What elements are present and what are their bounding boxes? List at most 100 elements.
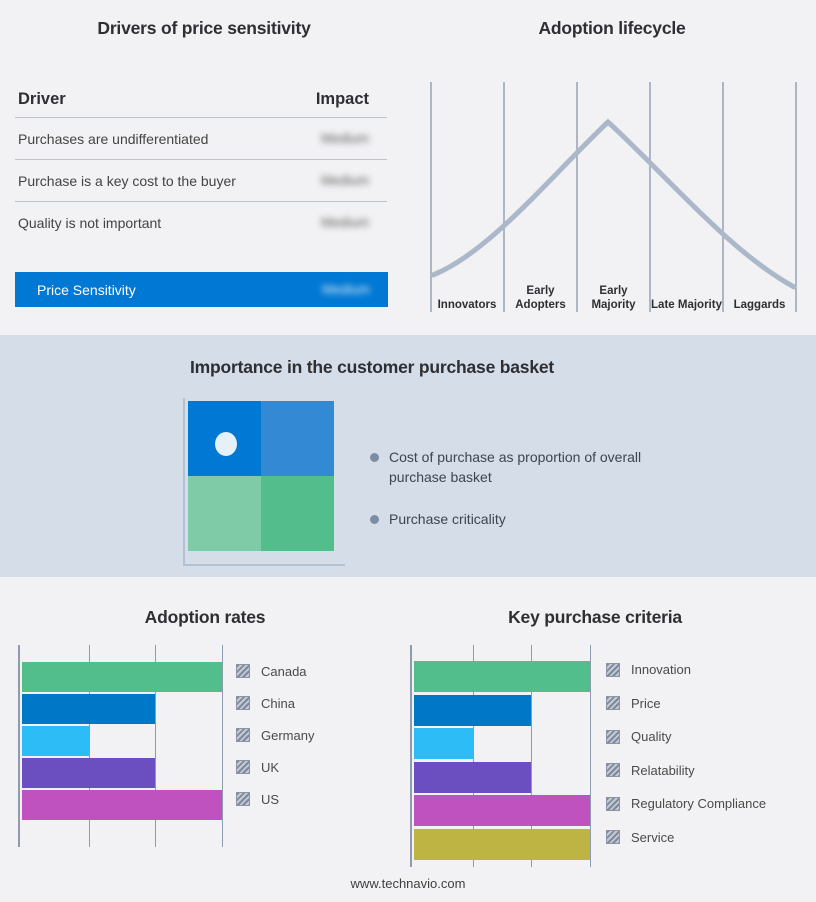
legend-item-label: Relatability <box>631 762 695 778</box>
chart-bar <box>414 795 590 826</box>
legend-swatch-icon <box>236 728 250 742</box>
matrix-quadrant-bottom-right <box>261 476 334 551</box>
chart-gridline <box>590 645 591 867</box>
chart-gridline <box>88 645 90 847</box>
matrix-quadrant-top-left <box>188 401 261 476</box>
legend-item-label: Innovation <box>631 662 691 678</box>
chart-bar <box>414 661 590 692</box>
column-header-driver: Driver <box>18 90 66 108</box>
purchase-basket-legend: Cost of purchase as proportion of overal… <box>370 447 700 551</box>
key-purchase-criteria-legend: Innovation Price Quality Relatability Regula… <box>606 653 766 854</box>
drivers-panel: Drivers of price sensitivity Driver Impa… <box>0 0 408 335</box>
key-purchase-criteria-title: Key purchase criteria <box>508 607 682 627</box>
legend-item-label: Germany <box>261 727 315 743</box>
legend-item: Relatability <box>606 754 766 788</box>
legend-item: UK <box>236 751 314 783</box>
lifecycle-segment-early-adopters: Early Adopters <box>515 285 566 311</box>
legend-swatch-icon <box>606 662 620 677</box>
adoption-rates-legend: Canada China Germany UK US <box>236 655 314 815</box>
chart-gridline <box>531 645 533 867</box>
legend-item-label: China <box>261 695 295 711</box>
legend-item: Service <box>606 821 766 855</box>
legend-item: Innovation <box>606 653 766 687</box>
legend-item-label: Purchase criticality <box>389 511 506 527</box>
chart-gridline <box>472 645 474 867</box>
chart-gridline <box>222 645 223 847</box>
key-purchase-criteria-panel: Key purchase criteria Innovation Price Qua… <box>400 577 816 902</box>
drivers-table-header: Driver Impact <box>15 90 387 118</box>
chart-bar <box>414 728 473 759</box>
chart-bar <box>414 694 532 726</box>
legend-item: US <box>236 783 314 815</box>
legend-swatch-icon <box>236 696 250 710</box>
legend-item-label: UK <box>261 759 280 775</box>
matrix-position-marker <box>215 432 237 456</box>
matrix-quadrants <box>188 401 334 551</box>
chart-bar <box>22 758 156 788</box>
adoption-lifecycle-chart <box>430 82 800 312</box>
lifecycle-panel: Adoption lifecycle Innovators Early Adop… <box>408 0 816 335</box>
price-sensitivity-impact: Medium <box>321 282 370 297</box>
legend-swatch-icon <box>606 796 620 811</box>
drivers-table: Driver Impact Purchases are undifferenti… <box>15 90 387 243</box>
adoption-rates-chart: Canada China Germany UK US <box>18 645 398 865</box>
price-sensitivity-summary-row: Price Sensitivity Medium <box>15 272 388 307</box>
bell-curve <box>430 118 797 290</box>
legend-item: Price <box>606 687 766 721</box>
legend-swatch-icon <box>606 763 620 778</box>
purchase-basket-title: Importance in the customer purchase bask… <box>189 357 555 377</box>
table-row: Purchase is a key cost to the buyer Medi… <box>15 160 387 202</box>
legend-item-label: Price <box>631 695 661 711</box>
legend-item: Germany <box>236 719 314 751</box>
legend-item-label: Canada <box>261 663 307 679</box>
legend-item: Quality <box>606 720 766 754</box>
impact-value: Medium <box>320 173 369 188</box>
legend-item-label: Quality <box>631 729 672 745</box>
legend-item: China <box>236 687 314 719</box>
chart-gridline <box>155 645 157 847</box>
legend-swatch-icon <box>606 696 620 711</box>
chart-y-axis <box>18 645 20 847</box>
table-row: Quality is not important Medium <box>15 202 387 243</box>
legend-item: Purchase criticality <box>370 509 700 529</box>
bottom-section: Adoption rates Canada China Germany UK US Ke… <box>0 577 816 902</box>
table-row: Purchases are undifferentiated Medium <box>15 118 387 160</box>
adoption-rates-panel: Adoption rates Canada China Germany UK US <box>0 577 400 902</box>
chart-bar <box>22 726 89 756</box>
chart-bar <box>22 790 222 820</box>
legend-item: Regulatory Compliance <box>606 787 766 821</box>
lifecycle-panel-title: Adoption lifecycle <box>538 18 686 38</box>
driver-label: Quality is not important <box>18 214 162 231</box>
legend-swatch-icon <box>236 792 250 806</box>
drivers-panel-title: Drivers of price sensitivity <box>97 18 311 38</box>
lifecycle-segment-early-majority: Early Majority <box>591 285 636 311</box>
legend-swatch-icon <box>606 830 620 845</box>
footer-url: www.technavio.com <box>350 876 466 891</box>
legend-swatch-icon <box>236 664 250 678</box>
matrix-quadrant-bottom-left <box>188 476 261 551</box>
matrix-quadrant-top-right <box>261 401 334 476</box>
legend-item: Canada <box>236 655 314 687</box>
legend-item: Cost of purchase as proportion of overal… <box>370 447 700 487</box>
legend-item-label: Regulatory Compliance <box>631 796 767 812</box>
legend-swatch-icon <box>236 760 250 774</box>
lifecycle-segment-late-majority: Late Majority <box>651 298 722 311</box>
lifecycle-segment-innovators: Innovators <box>437 298 497 311</box>
purchase-basket-section: Importance in the customer purchase bask… <box>0 335 816 577</box>
driver-label: Purchases are undifferentiated <box>18 130 209 147</box>
legend-swatch-icon <box>606 729 620 744</box>
lifecycle-segment-laggards: Laggards <box>733 298 786 311</box>
chart-bar <box>414 828 590 860</box>
impact-value: Medium <box>320 131 369 146</box>
bullet-icon <box>370 453 379 462</box>
purchase-basket-matrix <box>183 398 345 566</box>
chart-bar <box>22 662 222 692</box>
key-purchase-criteria-chart: Innovation Price Quality Relatability Regula… <box>410 645 816 875</box>
chart-bar <box>414 761 532 793</box>
adoption-rates-plot <box>18 645 223 847</box>
chart-bar <box>22 694 156 724</box>
impact-value: Medium <box>320 215 369 230</box>
legend-item-label: Cost of purchase as proportion of overal… <box>389 449 642 485</box>
top-section: Drivers of price sensitivity Driver Impa… <box>0 0 816 335</box>
price-sensitivity-label: Price Sensitivity <box>37 281 136 298</box>
